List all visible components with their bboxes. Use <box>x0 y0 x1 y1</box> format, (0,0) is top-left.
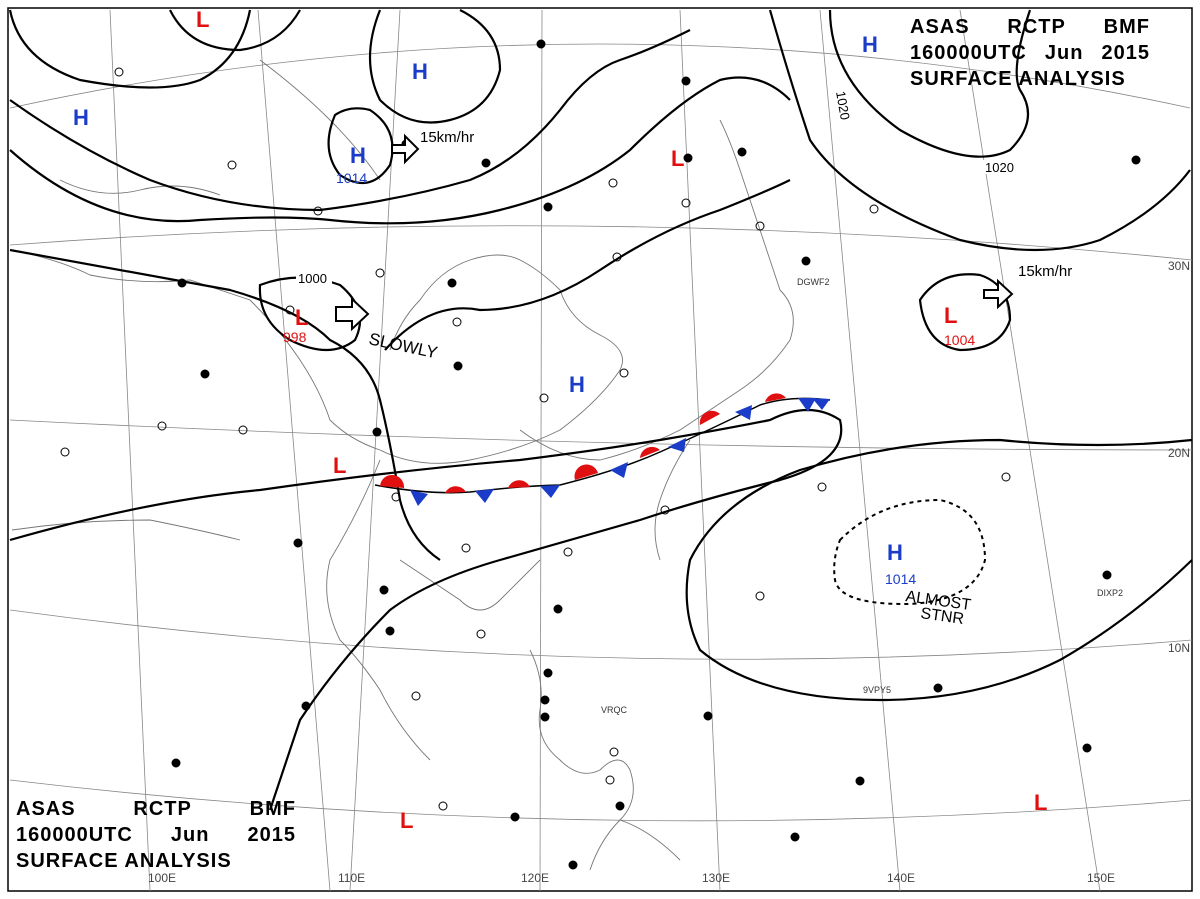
station-ids: DGWF2 DIXP2 VRQC 9VPY5 <box>601 277 1123 715</box>
low-icon: L <box>944 303 957 328</box>
low-icon: L <box>1034 790 1047 815</box>
center-value: 1004 <box>944 332 975 348</box>
center-value: 1014 <box>336 170 367 186</box>
movement-label: STNR <box>919 605 965 628</box>
unit-label: BMF <box>249 798 296 820</box>
station-plots <box>60 39 1141 870</box>
movement-arrows <box>335 133 1014 332</box>
station-label: RCTP <box>1007 16 1066 38</box>
isobar-label: 1020 <box>985 160 1014 175</box>
longitude-label: 120E <box>521 871 549 885</box>
month-label: Jun <box>1044 42 1084 64</box>
header-top-right: ASAS RCTP BMF 160000UTC Jun 2015 SURFACE… <box>910 14 1150 92</box>
stationary-front <box>374 393 831 506</box>
movement-label: 15km/hr <box>1018 263 1072 280</box>
longitude-label: 140E <box>887 871 915 885</box>
map-frame <box>7 7 1193 892</box>
longitude-label: 100E <box>148 871 176 885</box>
product-label: SURFACE ANALYSIS <box>16 850 232 872</box>
isobar-label: 1020 <box>833 90 853 121</box>
low-icon: L <box>196 7 209 32</box>
longitude-label: 110E <box>338 871 365 885</box>
high-icon: H <box>73 105 89 130</box>
agency-label: ASAS <box>910 16 970 38</box>
time-label: 160000UTC <box>16 824 133 846</box>
time-label: 160000UTC <box>910 42 1027 64</box>
high-icon: H <box>862 32 878 57</box>
isobar-labels: 1000 1020 1020 <box>296 87 1019 286</box>
unit-label: BMF <box>1103 16 1150 38</box>
movement-label: 15km/hr <box>420 129 474 146</box>
low-icon: L <box>671 146 684 171</box>
month-label: Jun <box>170 824 210 846</box>
latitude-label: 10N <box>1168 641 1190 655</box>
station-id: 9VPY5 <box>863 685 891 695</box>
pressure-center-letters: H H H H H H L L L L L L L <box>73 7 1047 833</box>
latitude-label: 30N <box>1168 259 1190 273</box>
year-label: 2015 <box>247 824 296 846</box>
coastlines <box>11 59 794 871</box>
motion-arrow-icon <box>391 133 420 165</box>
motion-arrow-icon <box>335 296 370 332</box>
station-label: RCTP <box>133 798 192 820</box>
graticule <box>9 9 1193 892</box>
low-icon: L <box>295 305 308 330</box>
longitude-labels: 100E 110E 120E 130E 140E 150E <box>148 871 1115 885</box>
header-bottom-left: ASAS RCTP BMF 160000UTC Jun 2015 SURFACE… <box>16 796 296 874</box>
latitude-label: 20N <box>1168 446 1190 460</box>
agency-label: ASAS <box>16 798 76 820</box>
longitude-label: 150E <box>1087 871 1115 885</box>
low-icon: L <box>333 453 346 478</box>
motion-arrow-icon <box>983 278 1014 310</box>
isobars <box>8 9 1193 811</box>
center-value: 1014 <box>885 571 916 587</box>
high-icon: H <box>350 143 366 168</box>
movement-label: SLOWLY <box>367 329 439 362</box>
isobar-label: 1000 <box>298 271 327 286</box>
pressure-values: 1014 998 1004 1014 <box>283 170 975 587</box>
low-icon: L <box>400 808 413 833</box>
latitude-labels: 30N 20N 10N <box>1168 259 1190 655</box>
center-value: 998 <box>283 329 307 345</box>
dashed-isobar <box>833 498 987 606</box>
high-icon: H <box>569 372 585 397</box>
product-label: SURFACE ANALYSIS <box>910 68 1126 90</box>
high-icon: H <box>887 540 903 565</box>
movement-labels: 15km/hr SLOWLY 15km/hr ALMOST STNR <box>367 129 1072 628</box>
longitude-label: 130E <box>702 871 730 885</box>
station-id: DGWF2 <box>797 277 830 287</box>
station-id: VRQC <box>601 705 628 715</box>
high-icon: H <box>412 59 428 84</box>
station-id: DIXP2 <box>1097 588 1123 598</box>
year-label: 2015 <box>1101 42 1150 64</box>
